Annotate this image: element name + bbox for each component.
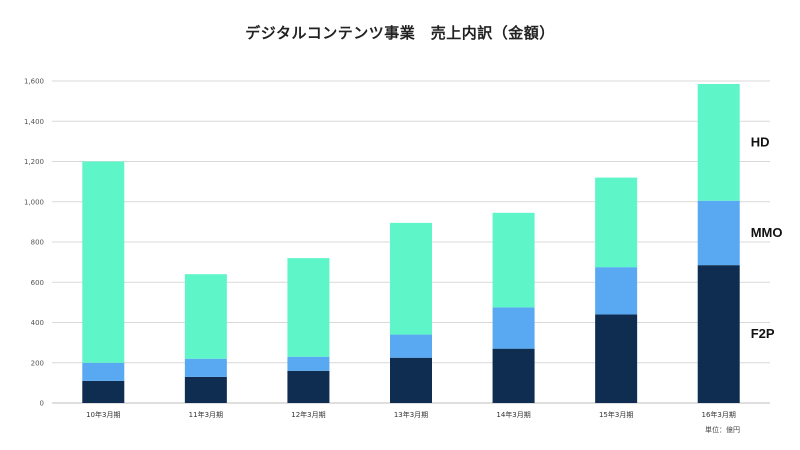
bar-segment-f2p xyxy=(492,348,535,403)
bar-segment-mmo xyxy=(492,307,535,349)
bar-segment-mmo xyxy=(697,200,740,266)
series-label-f2p: F2P xyxy=(751,326,775,341)
y-tick-label: 1,000 xyxy=(24,198,44,206)
axis-labels: 0 200 400 600 800 1,000 1,200 1,400 1,600 10年3月期 1… xyxy=(24,78,783,420)
bar-segment-hd xyxy=(595,177,638,268)
y-tick-label: 0 xyxy=(40,400,44,408)
x-tick-label: 10年3月期 xyxy=(86,410,120,419)
y-tick-label: 1,600 xyxy=(24,78,44,86)
y-tick-label: 1,200 xyxy=(24,158,44,166)
y-tick-label: 1,400 xyxy=(24,118,44,126)
bar-segment-mmo xyxy=(390,334,432,358)
chart-title: デジタルコンテンツ事業 売上内訳（金額） xyxy=(245,24,555,42)
bar-segment-hd xyxy=(82,161,125,363)
y-tick-label: 600 xyxy=(31,279,44,287)
series-label-mmo: MMO xyxy=(751,225,783,240)
bar-segment-f2p xyxy=(390,357,432,403)
bar-segment-mmo xyxy=(82,362,125,381)
bar-segment-f2p xyxy=(595,314,638,403)
bar-segment-mmo xyxy=(287,356,330,371)
bar-segment-f2p xyxy=(287,370,330,403)
bar-segment-hd xyxy=(184,274,227,359)
x-tick-label: 13年3月期 xyxy=(394,410,428,419)
bar-segment-hd xyxy=(492,212,535,308)
x-tick-label: 16年3月期 xyxy=(702,410,736,419)
y-tick-label: 400 xyxy=(31,319,44,327)
bar-segment-f2p xyxy=(82,380,125,403)
x-tick-label: 15年3月期 xyxy=(599,410,633,419)
bars xyxy=(82,84,740,403)
bar-segment-mmo xyxy=(184,358,227,377)
series-label-hd: HD xyxy=(751,134,770,149)
y-tick-label: 200 xyxy=(31,359,44,367)
bar-segment-mmo xyxy=(595,267,638,315)
unit-label: 単位：億円 xyxy=(705,425,740,434)
bar-segment-hd xyxy=(390,222,432,335)
bar-segment-f2p xyxy=(184,376,227,403)
bar-segment-hd xyxy=(697,84,740,201)
bar-segment-f2p xyxy=(697,265,740,403)
bar-segment-hd xyxy=(287,258,330,357)
x-tick-label: 12年3月期 xyxy=(291,410,325,419)
y-tick-label: 800 xyxy=(31,239,44,247)
x-tick-label: 11年3月期 xyxy=(189,410,223,419)
x-tick-label: 14年3月期 xyxy=(496,410,530,419)
